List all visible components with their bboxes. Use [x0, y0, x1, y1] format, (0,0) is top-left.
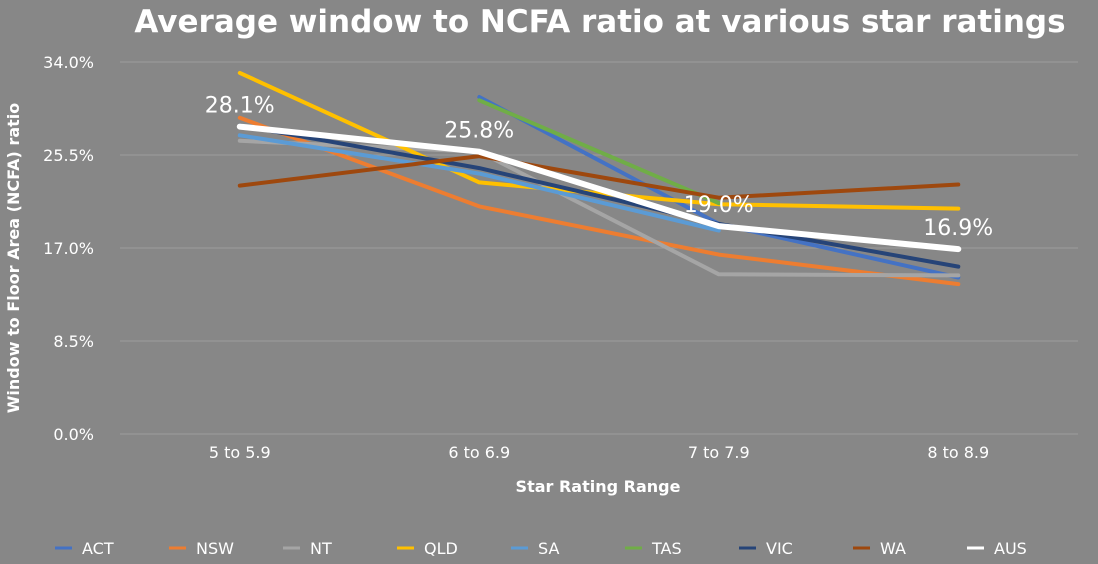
- x-tick-label: 5 to 5.9: [209, 443, 271, 462]
- data-labels: 28.1% 25.8% 19.0% 16.9%: [205, 94, 993, 242]
- series-line-tas: [477, 98, 721, 206]
- series-line-aus: [236, 123, 962, 253]
- series-line-sa: [237, 133, 721, 233]
- legend: ACT NSW NT QLD SA TAS VIC WA AUS: [55, 539, 1027, 558]
- y-axis-title: Window to Floor Area (NCFA) ratio: [4, 103, 23, 414]
- y-tick-label: 17.0%: [43, 239, 94, 258]
- x-tick-label: 6 to 6.9: [448, 443, 510, 462]
- legend-item-sa: SA: [511, 539, 559, 558]
- y-tick-label: 8.5%: [53, 332, 94, 351]
- y-tick-label: 34.0%: [43, 53, 94, 72]
- legend-label: QLD: [424, 539, 458, 558]
- legend-item-wa: WA: [853, 539, 906, 558]
- data-label: 16.9%: [923, 216, 993, 241]
- data-label: 25.8%: [444, 119, 514, 144]
- legend-item-nt: NT: [283, 539, 332, 558]
- series-line-nsw: [237, 115, 961, 287]
- legend-label: NT: [310, 539, 332, 558]
- x-axis-ticks: 5 to 5.9 6 to 6.9 7 to 7.9 8 to 8.9: [209, 443, 989, 462]
- legend-label: ACT: [82, 539, 114, 558]
- legend-label: NSW: [196, 539, 234, 558]
- legend-item-nsw: NSW: [169, 539, 234, 558]
- legend-label: WA: [880, 539, 906, 558]
- legend-item-qld: QLD: [397, 539, 458, 558]
- x-axis-title: Star Rating Range: [516, 477, 681, 496]
- y-tick-label: 0.0%: [53, 425, 94, 444]
- series-line-wa: [237, 154, 961, 200]
- legend-label: TAS: [651, 539, 682, 558]
- legend-label: SA: [538, 539, 559, 558]
- series-line-vic: [237, 123, 961, 269]
- data-label: 19.0%: [684, 193, 754, 218]
- legend-item-tas: TAS: [625, 539, 682, 558]
- legend-item-vic: VIC: [739, 539, 793, 558]
- y-tick-label: 25.5%: [43, 146, 94, 165]
- x-tick-label: 7 to 7.9: [688, 443, 750, 462]
- legend-label: VIC: [766, 539, 793, 558]
- x-tick-label: 8 to 8.9: [927, 443, 989, 462]
- grid: [120, 61, 1078, 435]
- series-line-qld: [237, 70, 961, 211]
- legend-label: AUS: [994, 539, 1027, 558]
- legend-item-aus: AUS: [967, 539, 1027, 558]
- y-axis-ticks: 0.0% 8.5% 17.0% 25.5% 34.0%: [43, 53, 94, 444]
- chart-title: Average window to NCFA ratio at various …: [134, 4, 1065, 40]
- series-lines: [236, 70, 962, 287]
- legend-item-act: ACT: [55, 539, 114, 558]
- data-label: 28.1%: [205, 94, 275, 119]
